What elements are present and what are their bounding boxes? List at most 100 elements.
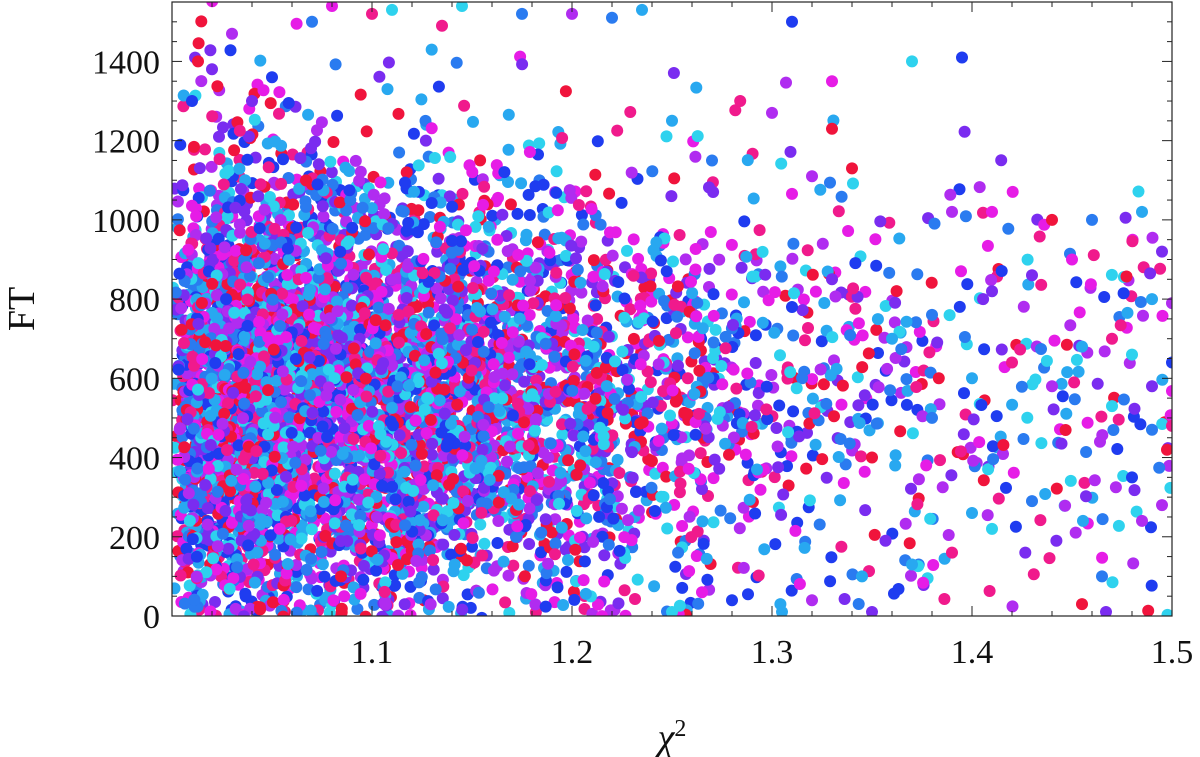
scatter-point [688,387,701,400]
scatter-point [235,182,247,195]
scatter-point [380,264,393,276]
scatter-point [1091,377,1104,390]
scatter-point [1050,482,1063,495]
scatter-point [856,329,869,342]
scatter-point [209,596,221,608]
scatter-point [627,233,640,246]
scatter-point [587,254,600,267]
scatter-point [613,467,626,479]
scatter-point [611,124,624,137]
scatter-point [1098,291,1111,303]
scatter-point [576,324,589,336]
scatter-point [496,208,509,221]
scatter-point [551,581,564,594]
scatter-point [931,336,944,349]
scatter-point [388,579,401,592]
scatter-point [273,86,286,99]
scatter-point [206,110,219,123]
scatter-point [538,228,551,241]
scatter-point [727,363,740,376]
scatter-point [671,310,684,323]
scatter-point [180,542,193,555]
scatter-point [188,140,200,153]
scatter-point [502,108,515,121]
scatter-point [233,218,246,231]
scatter-point [539,513,552,526]
scatter-point [903,537,916,550]
scatter-point [707,472,720,485]
scatter-point [700,552,713,565]
scatter-point [175,302,188,315]
scatter-point [486,583,499,596]
scatter-point [341,281,354,294]
scatter-point [172,213,184,226]
scatter-point [616,345,629,358]
scatter-point [1061,366,1074,379]
scatter-point [402,305,415,318]
scatter-point [277,153,289,166]
scatter-point [1121,306,1134,319]
scatter-point [1080,446,1093,458]
scatter-point [770,422,783,434]
scatter-point [649,505,661,517]
scatter-point [692,597,705,610]
scatter-point [741,154,754,167]
scatter-point [635,263,648,275]
scatter-point [847,177,859,190]
scatter-point [436,514,449,527]
scatter-point [401,245,414,258]
scatter-point [354,165,367,178]
scatter-point [444,151,457,163]
scatter-point [523,209,536,221]
scatter-point [575,209,588,221]
scatter-point [1073,306,1086,319]
scatter-point [258,203,271,216]
scatter-point [307,321,320,334]
scatter-point [707,336,720,349]
scatter-point [419,134,432,147]
scatter-point [1088,474,1101,487]
scatter-point [1059,424,1072,436]
scatter-point [964,441,977,454]
scatter-point [747,192,760,205]
scatter-point [689,243,702,255]
scatter-point [1154,262,1167,275]
scatter-point [725,238,738,251]
scatter-point [579,354,592,367]
scatter-point [660,265,673,278]
scatter-point [195,15,208,28]
scatter-point [645,295,658,308]
scatter-point [986,440,999,453]
scatter-point [942,529,955,541]
scatter-point [563,184,576,197]
scatter-point [290,581,303,594]
scatter-point [467,115,479,128]
scatter-point [1050,534,1063,547]
scatter-point [1047,403,1060,416]
scatter-point [655,490,668,503]
scatter-point [1072,365,1085,378]
scatter-point [445,548,458,561]
scatter-point [775,157,788,170]
scatter-point [667,255,679,268]
scatter-point [1064,474,1077,487]
scatter-point [1006,600,1019,613]
scatter-point [367,222,380,235]
scatter-point [478,537,491,550]
scatter-point [596,610,608,616]
scatter-point [632,504,645,517]
scatter-point [450,313,463,326]
scatter-point [466,282,479,294]
scatter-point [618,584,631,597]
scatter-point [608,392,621,405]
scatter-point [615,196,628,209]
scatter-point [407,127,420,140]
scatter-point [1132,185,1145,198]
scatter-point [317,210,330,223]
scatter-point [1064,319,1077,332]
scatter-point [378,192,391,205]
scatter-point [305,523,318,536]
scatter-point [977,293,990,306]
scatter-point [1040,354,1053,367]
